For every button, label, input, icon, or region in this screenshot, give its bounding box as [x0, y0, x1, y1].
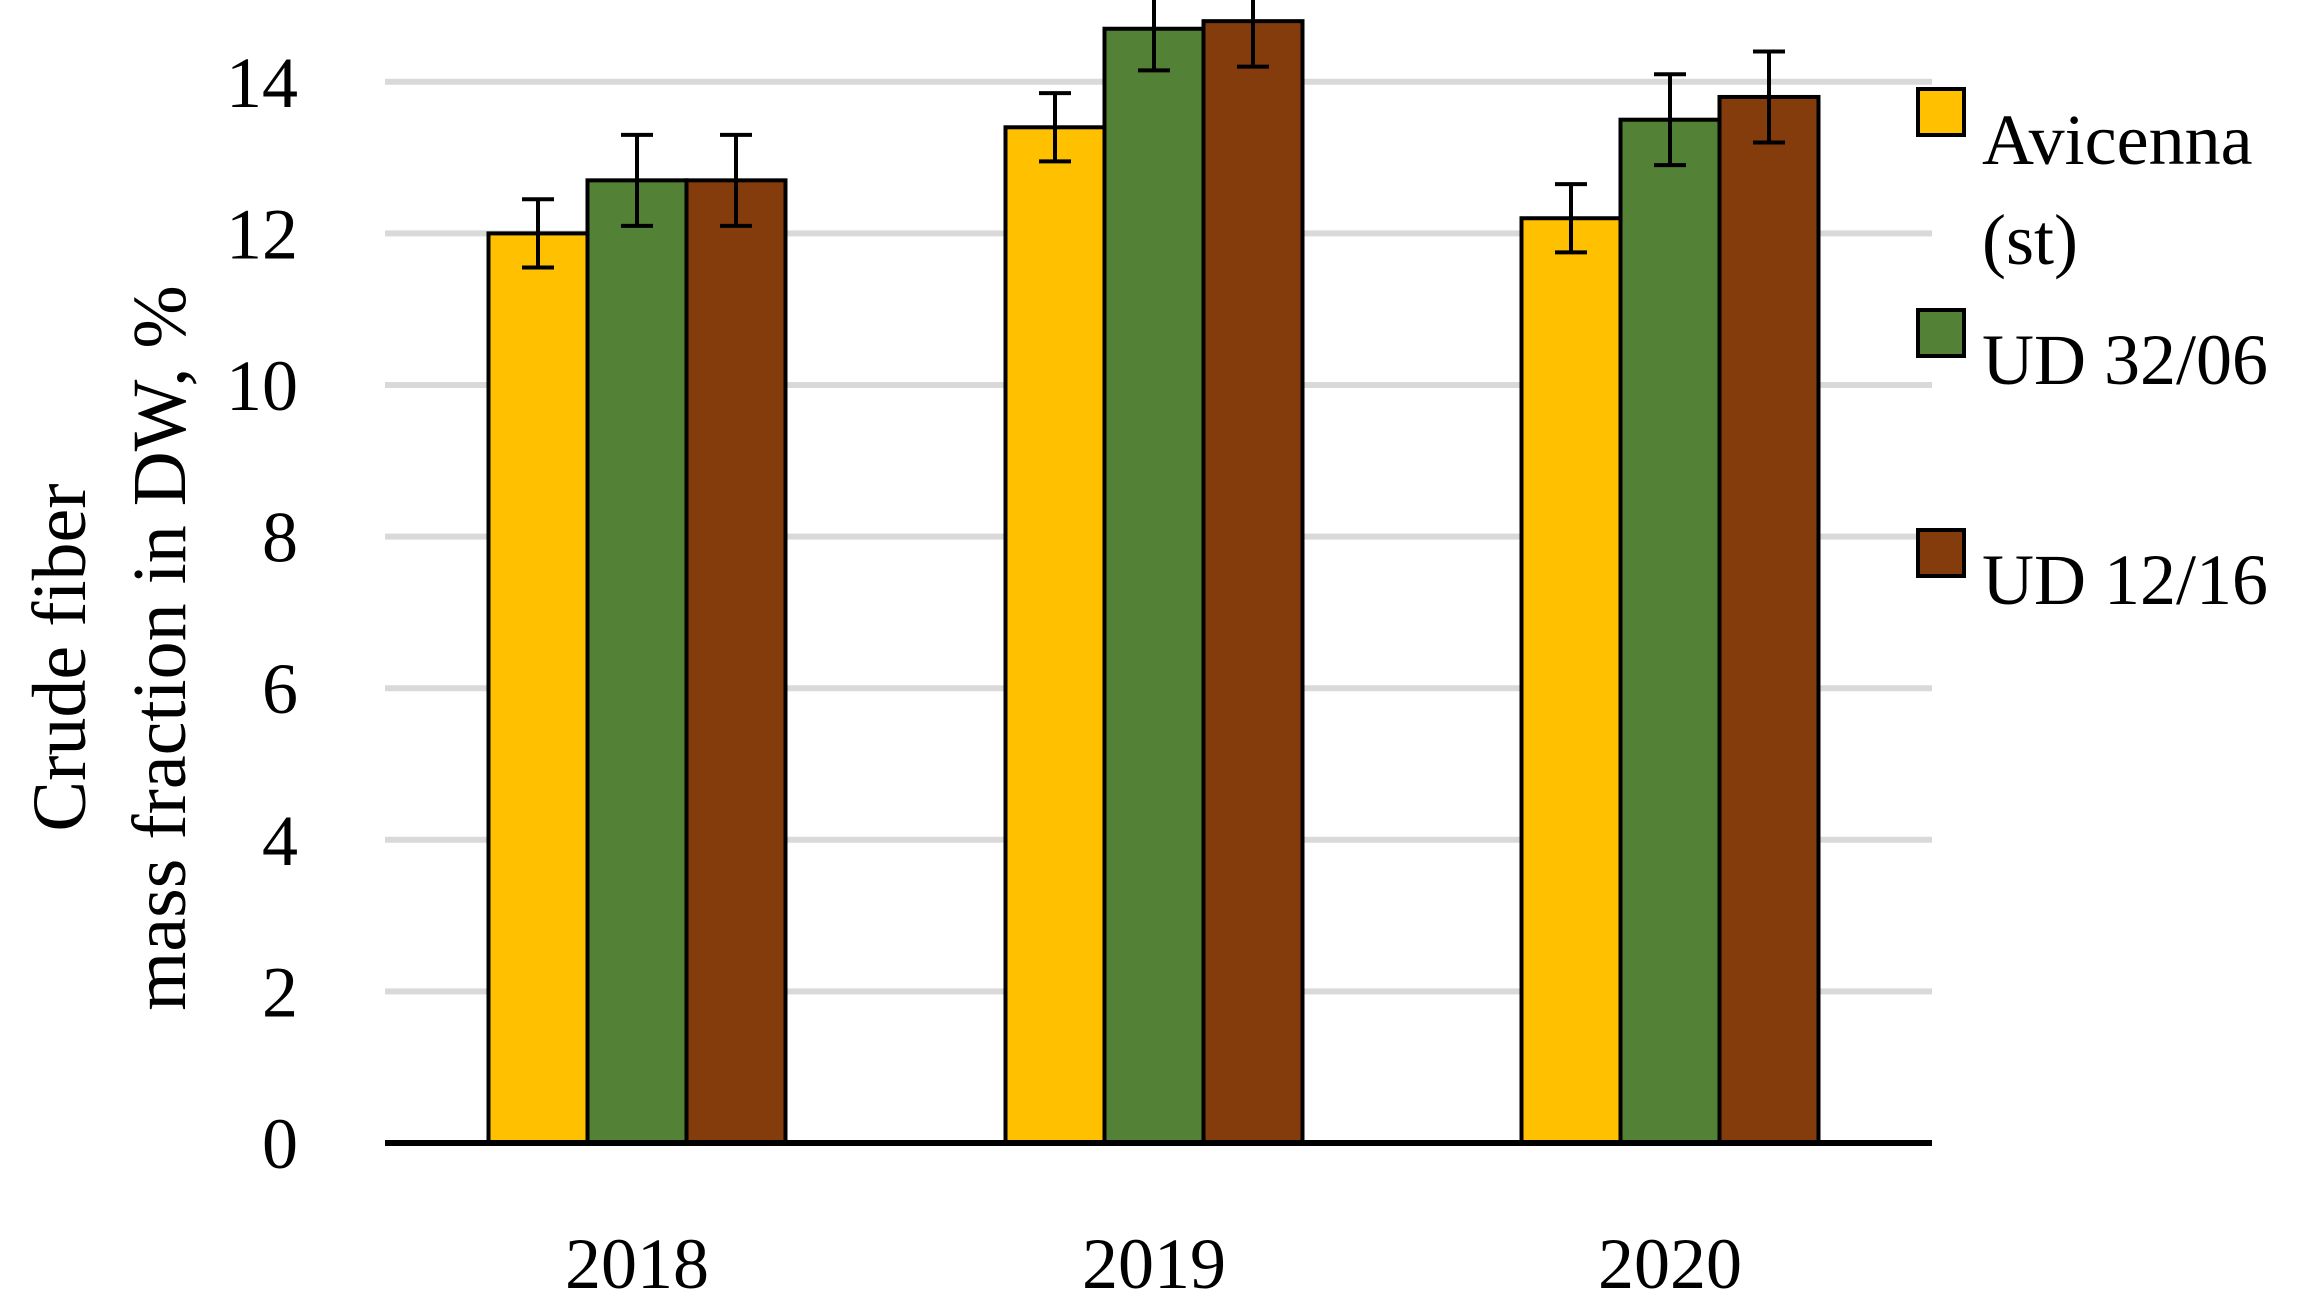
legend-label: UD 32/06 — [1982, 320, 2268, 400]
y-axis-label-line-2: mass fraction in DW, % — [118, 285, 202, 1010]
legend-label: Avicenna — [1982, 100, 2253, 180]
error-bar-1-1 — [1138, 0, 1170, 73]
legend-swatch — [1916, 87, 1966, 137]
y-tick-label-0: 0 — [262, 1104, 298, 1184]
bar-ud-32-06-2020 — [1618, 117, 1722, 1145]
bar-ud-32-06-2018 — [585, 178, 689, 1145]
bars — [486, 19, 1821, 1146]
bar-avicenna-st--2020 — [1519, 216, 1623, 1146]
legend-item-avicenna-st-: Avicenna (st) — [1916, 87, 2253, 280]
y-tick-label-6: 6 — [262, 649, 298, 729]
error-bar-0-2 — [1555, 182, 1587, 255]
y-tick-label-10: 10 — [226, 346, 298, 426]
legend-item-ud-32-06: UD 32/06 — [1916, 308, 2268, 400]
legend-swatch — [1916, 308, 1966, 358]
y-tick-label-14: 14 — [226, 43, 298, 123]
y-tick-label-8: 8 — [262, 498, 298, 578]
error-bar-2-1 — [1237, 0, 1269, 69]
bar-avicenna-st--2018 — [486, 231, 590, 1145]
error-bar-1-0 — [621, 132, 653, 228]
x-tick-labels: 2018 2019 2020 — [565, 1224, 1742, 1297]
bar-avicenna-st--2019 — [1003, 125, 1107, 1145]
error-bar-2-2 — [1753, 49, 1785, 145]
error-bar-1-2 — [1654, 72, 1686, 168]
legend-item-ud-12-16: UD 12/16 — [1916, 528, 2268, 620]
y-tick-label-12: 12 — [226, 194, 298, 274]
x-tick-label-2018: 2018 — [565, 1224, 709, 1297]
x-tick-label-2019: 2019 — [1082, 1224, 1226, 1297]
bar-ud-12-16-2020 — [1717, 94, 1821, 1146]
legend-swatch — [1916, 528, 1966, 578]
bar-ud-12-16-2019 — [1201, 19, 1305, 1145]
legend: Avicenna (st) UD 32/06 UD 12/16 — [1916, 87, 2268, 620]
y-tick-labels: 0 2 4 6 8 10 12 14 — [226, 43, 298, 1184]
bar-ud-12-16-2018 — [684, 178, 788, 1145]
y-tick-label-4: 4 — [262, 801, 298, 881]
y-tick-label-2: 2 — [262, 952, 298, 1032]
error-bar-2-0 — [720, 132, 752, 228]
legend-label: (st) — [1982, 200, 2078, 280]
error-bars — [522, 0, 1785, 270]
error-bar-0-0 — [522, 197, 554, 270]
x-tick-label-2020: 2020 — [1598, 1224, 1742, 1297]
legend-label: UD 12/16 — [1982, 540, 2268, 620]
bar-ud-32-06-2019 — [1102, 26, 1206, 1146]
y-axis-label: Crude fiber mass fraction in DW, % — [18, 285, 202, 1010]
error-bar-0-1 — [1039, 91, 1071, 164]
y-axis-label-line-1: Crude fiber — [18, 483, 102, 831]
